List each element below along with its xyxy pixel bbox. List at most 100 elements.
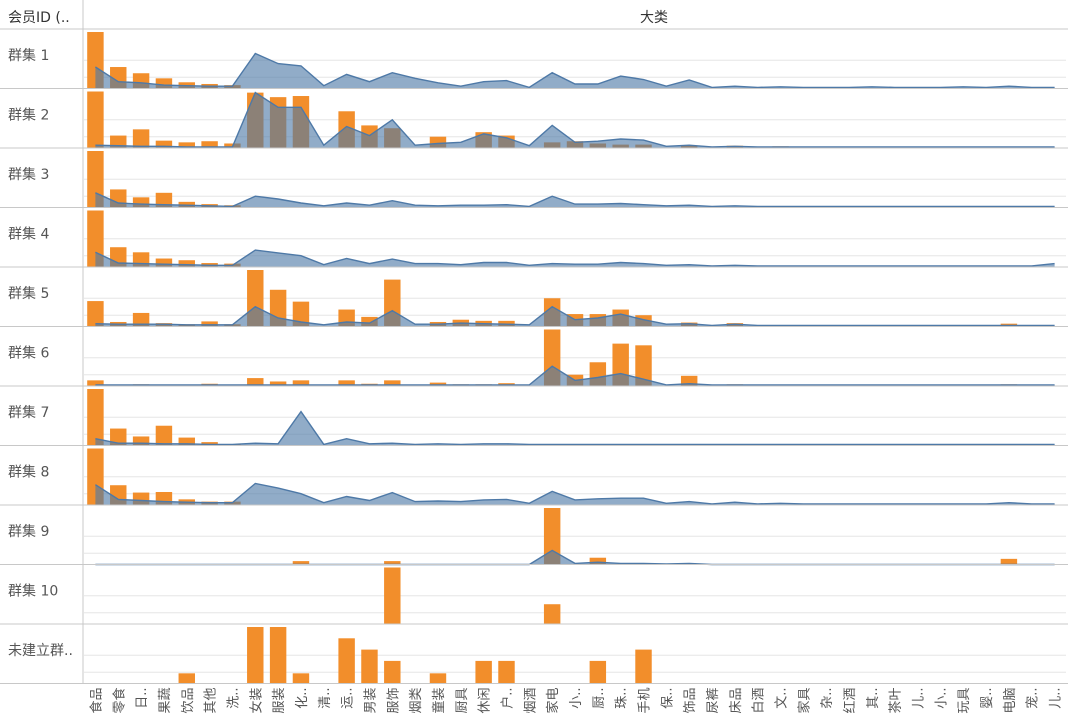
- bar: [87, 151, 104, 208]
- panel-8: 群集 8: [0, 448, 1068, 506]
- panel-5: 群集 5: [0, 270, 1068, 327]
- bar: [247, 378, 264, 386]
- area-line: [95, 365, 1055, 386]
- panel-10: 群集 10: [0, 567, 1068, 625]
- bar: [269, 381, 287, 386]
- bar: [292, 561, 310, 565]
- x-tick-label: 饮品: [181, 688, 196, 714]
- bar: [292, 673, 310, 684]
- bar: [155, 192, 173, 208]
- panel-label: 群集 7: [8, 404, 49, 421]
- bar: [247, 627, 264, 684]
- bar: [543, 508, 561, 565]
- bar: [178, 437, 195, 446]
- x-tick-label: 零食: [111, 688, 127, 714]
- bar: [201, 321, 218, 327]
- bar: [1000, 558, 1018, 565]
- area-fill: [95, 250, 1055, 267]
- x-tick-label: 烟类: [409, 688, 424, 714]
- bar: [292, 301, 310, 327]
- x-tick-label: 女装: [248, 688, 264, 714]
- row-header[interactable]: 会员ID (..: [8, 10, 70, 26]
- bar: [178, 260, 195, 267]
- bar: [132, 312, 150, 327]
- bar: [87, 389, 104, 446]
- x-tick-label: 杂..: [820, 688, 835, 709]
- x-tick-label: 洗..: [226, 688, 241, 709]
- panel-label: 未建立群..: [8, 643, 73, 659]
- x-tick-label: 清..: [318, 688, 333, 709]
- bar: [292, 380, 310, 386]
- bar: [155, 140, 173, 148]
- area-line: [95, 52, 1055, 89]
- bar: [155, 78, 173, 89]
- x-tick-label: 手机: [638, 688, 653, 714]
- panel-label: 群集 8: [8, 463, 49, 480]
- panel-1: 群集 1: [0, 32, 1068, 89]
- bar: [384, 561, 401, 565]
- x-tick-label: 珠..: [615, 688, 630, 709]
- x-tick-label: 男装: [363, 688, 378, 714]
- bar: [338, 380, 355, 386]
- panel-9: 群集 9: [0, 508, 1068, 566]
- bar: [178, 673, 195, 684]
- x-tick-label: 服装: [272, 688, 287, 714]
- bar: [589, 557, 607, 565]
- x-tick-label: 宠..: [1025, 688, 1041, 709]
- x-tick-label: 家电: [545, 688, 561, 714]
- x-tick-label: 果蔬: [158, 688, 173, 714]
- x-tick-label: 厨具: [455, 688, 470, 714]
- bar: [429, 136, 447, 148]
- area-line: [95, 192, 1055, 208]
- x-tick-label: 家具: [796, 688, 812, 714]
- x-tick-label: 饰品: [683, 688, 698, 714]
- area-fill: [95, 92, 1055, 148]
- bar: [87, 301, 104, 327]
- x-tick-label: 玩具: [957, 688, 972, 714]
- bar: [155, 425, 173, 446]
- bar: [635, 649, 652, 684]
- area-fill: [95, 483, 1055, 505]
- bar: [87, 210, 104, 267]
- bar: [87, 91, 104, 148]
- x-tick-label: 童装: [431, 688, 447, 714]
- x-tick-label: 服饰: [386, 688, 401, 714]
- x-tick-label: 休闲: [478, 688, 493, 714]
- x-tick-label: 小..: [934, 688, 949, 709]
- bar: [269, 627, 287, 684]
- bar: [178, 142, 195, 148]
- area-fill: [95, 192, 1055, 208]
- bar: [384, 567, 401, 624]
- bar: [429, 673, 447, 684]
- bar: [338, 638, 355, 684]
- bar: [384, 380, 401, 386]
- bar: [361, 316, 378, 327]
- panel-label: 群集 6: [8, 344, 49, 361]
- x-tick-label: 床品: [729, 688, 744, 714]
- panel-6: 群集 6: [0, 329, 1068, 387]
- x-tick-label: 日..: [135, 688, 150, 709]
- x-tick-label: 其他: [204, 688, 219, 714]
- area-line: [95, 549, 1055, 566]
- panel-label: 群集 3: [8, 166, 49, 183]
- x-tick-label: 文..: [775, 688, 790, 709]
- bar: [475, 660, 492, 684]
- panels-layer: 群集 1 群集 2 群集 3 群集 4 群集 5 群集 6 群集 7 群集 8 群集 9 群集 1…: [0, 0, 1068, 684]
- panel-label: 群集 2: [8, 106, 49, 123]
- x-tick-label: 运..: [341, 688, 356, 709]
- x-tick-label: 烟酒: [523, 688, 538, 714]
- column-header[interactable]: 大类: [640, 10, 668, 26]
- area-fill: [95, 53, 1055, 89]
- area-line: [95, 410, 1055, 446]
- bar: [132, 129, 150, 148]
- bar: [155, 258, 173, 267]
- x-tick-label: 厨..: [592, 688, 607, 709]
- x-axis: 食品 零食 日.. 果蔬 饮品 其他 洗.. 女装 服装 化.. 清.. 运.. 男装 服饰 烟类 童装 厨具休…: [88, 688, 1063, 714]
- x-tick-label: 尿裤: [706, 688, 721, 714]
- bar: [589, 660, 607, 684]
- area-fill: [95, 306, 1055, 327]
- panel-2: 群集 2: [0, 91, 1068, 149]
- x-tick-label: 户..: [499, 688, 515, 709]
- bar: [498, 660, 515, 684]
